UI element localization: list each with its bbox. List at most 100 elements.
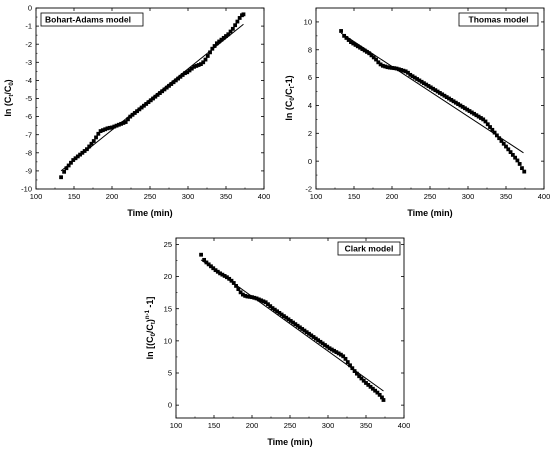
- clark-data-point: [352, 369, 357, 373]
- bohart-adams-data-point: [85, 147, 89, 152]
- bohart-adams-data-point: [196, 63, 201, 67]
- thomas-legend-label: Thomas model: [469, 15, 529, 25]
- clark-fit-line: [200, 259, 384, 392]
- clark-legend: Clark model: [337, 241, 401, 256]
- clark-data-point: [238, 290, 243, 295]
- thomas-data-point: [415, 77, 419, 81]
- clark-data-point: [364, 381, 368, 385]
- thomas-data-point: [401, 68, 406, 73]
- thomas-data-point: [360, 47, 365, 51]
- thomas-x-tick-label: 300: [462, 192, 475, 201]
- clark-data-point: [202, 257, 207, 262]
- clark-data-point: [263, 300, 268, 305]
- clark-x-tick-label: 300: [322, 421, 335, 430]
- bohart-adams-data-point: [208, 50, 212, 55]
- bohart-adams-data-point: [112, 124, 117, 129]
- thomas-data-point: [374, 57, 378, 62]
- bohart-adams-data-point: [123, 120, 128, 124]
- bohart-adams-data-point: [212, 44, 217, 48]
- clark-data-point: [206, 262, 211, 267]
- thomas-data-point: [380, 63, 385, 68]
- clark-data-point: [256, 297, 261, 302]
- thomas-data-point: [504, 144, 508, 149]
- bohart-adams-data-point: [66, 163, 71, 168]
- bohart-adams-data-point: [62, 169, 67, 174]
- bohart-adams-data-point: [114, 123, 119, 128]
- thomas-data-point: [353, 42, 358, 47]
- thomas-data-point: [387, 65, 392, 70]
- bohart-adams-data-point: [75, 154, 80, 159]
- bohart-adams-y-tick-label: -1: [25, 22, 32, 31]
- bohart-adams-data-point: [180, 73, 185, 77]
- clark-y-tick-label: 25: [164, 240, 172, 249]
- bohart-adams-data-point: [233, 23, 238, 28]
- clark-y-tick-label: 5: [168, 369, 172, 378]
- clark-data-point: [304, 330, 309, 335]
- thomas-chart: 100 150 200 250 300 350 400 -2 0 2 4 6 8 10 Thomas mo…: [284, 7, 550, 218]
- thomas-data-point: [365, 49, 369, 54]
- thomas-data-point: [410, 74, 415, 79]
- thomas-y-tick-label: -2: [305, 185, 312, 194]
- bohart-adams-data-point: [82, 149, 87, 153]
- bohart-adams-x-tick-label: 400: [258, 192, 271, 201]
- clark-data-point: [254, 296, 259, 301]
- bohart-adams-data-point: [219, 37, 224, 42]
- thomas-data-point: [385, 65, 390, 70]
- bohart-adams-x-tick-label: 100: [30, 192, 43, 201]
- bohart-adams-data-point: [144, 102, 149, 106]
- clark-data-point: [229, 278, 234, 283]
- bohart-adams-data-point: [235, 19, 240, 24]
- clark-data-point: [227, 276, 232, 281]
- thomas-data-point: [501, 141, 506, 146]
- bohart-adams-data-point: [183, 71, 187, 76]
- thomas-data-point: [469, 110, 474, 115]
- thomas-data-point: [412, 75, 417, 80]
- bohart-adams-y-tick-label: -4: [25, 76, 32, 85]
- thomas-data-point: [479, 116, 483, 120]
- clark-data-point: [222, 274, 227, 278]
- bohart-adams-data-point: [151, 96, 155, 101]
- clark-legend-box: [337, 241, 401, 256]
- thomas-data-point: [422, 81, 426, 86]
- thomas-data-point: [458, 103, 463, 108]
- thomas-data-point: [510, 152, 515, 157]
- clark-data-point: [277, 310, 282, 315]
- thomas-data-point: [499, 139, 504, 143]
- bohart-adams-data-point: [73, 156, 78, 161]
- thomas-data-point: [474, 113, 479, 118]
- bohart-adams-y-tick-label: -8: [25, 148, 32, 157]
- thomas-data-point: [476, 114, 481, 119]
- bohart-adams-data-point: [130, 112, 135, 117]
- bohart-adams-data-point: [185, 70, 190, 75]
- thomas-data-point: [424, 82, 429, 87]
- clark-data-point: [370, 386, 375, 391]
- clark-x-tick-label: 400: [398, 421, 411, 430]
- thomas-data-point: [467, 109, 472, 113]
- clark-data-point: [291, 320, 295, 325]
- clark-plot-area: 100 150 200 250 300 350 400 0 5 10 15 20 25: [164, 237, 411, 430]
- bohart-adams-data-point: [167, 83, 171, 88]
- clark-data-point: [259, 298, 264, 303]
- bohart-adams-data-point: [201, 60, 206, 65]
- bohart-adams-y-tick-label: -10: [21, 185, 32, 194]
- clark-data-point: [373, 388, 378, 393]
- thomas-x-tick-label: 250: [424, 192, 437, 201]
- bohart-adams-data-point: [192, 64, 196, 69]
- clark-data-point: [250, 295, 254, 300]
- thomas-plot-area: 100 150 200 250 300 350 400 -2 0 2 4 6 8 10: [304, 7, 550, 201]
- thomas-data-point: [358, 45, 362, 50]
- clark-data-point: [209, 264, 213, 269]
- clark-x-tick-label: 100: [170, 421, 183, 430]
- bohart-adams-fit-line: [60, 23, 244, 172]
- thomas-data-point: [339, 29, 343, 33]
- thomas-data-point: [465, 107, 470, 112]
- thomas-data-point: [483, 119, 488, 124]
- bohart-adams-plot-area: 100 150 200 250 300 350 400-10-9-8-7-6-5-4-3-2…: [21, 4, 270, 201]
- clark-data-point: [375, 390, 380, 395]
- bohart-adams-data-point: [80, 150, 85, 155]
- clark-data-point: [275, 309, 279, 314]
- clark-x-tick-label: 200: [246, 421, 259, 430]
- clark-data-point: [311, 335, 316, 339]
- thomas-plot-frame: [315, 7, 545, 190]
- thomas-x-tick-label: 100: [310, 192, 323, 201]
